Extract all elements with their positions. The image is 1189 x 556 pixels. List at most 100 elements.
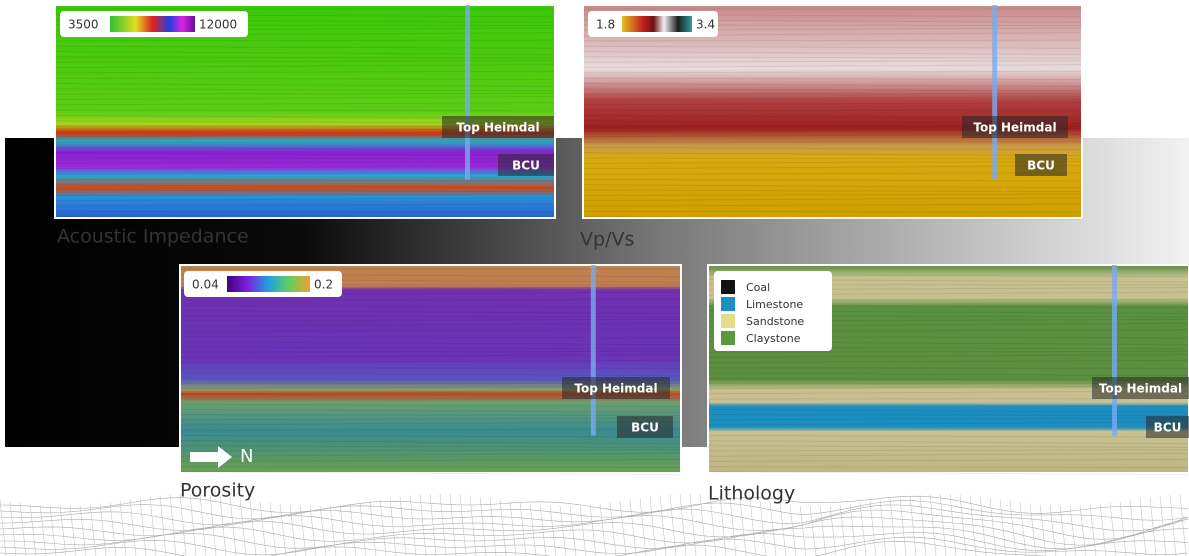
mesh-line [659, 495, 667, 556]
mesh-line [439, 493, 447, 556]
mesh-line [689, 493, 697, 556]
mesh-line [1089, 505, 1097, 556]
legend-swatch [721, 280, 735, 294]
terrain-mesh [0, 493, 1189, 556]
well-log [590, 265, 596, 436]
layer-line [583, 203, 1082, 207]
horizon-label-box [962, 116, 1068, 138]
layer-line [55, 92, 555, 95]
layer-line [708, 466, 1189, 468]
layer-line [708, 421, 1189, 426]
mesh-line [289, 504, 297, 556]
mesh-line [269, 502, 277, 556]
mesh-line [909, 495, 917, 556]
seismic-panel [582, 4, 1083, 219]
horizon-label: Top Heimdal [574, 382, 657, 396]
layer-line [180, 310, 681, 315]
layer-line [583, 45, 1082, 49]
layer-line [583, 210, 1082, 213]
mesh-line [599, 503, 607, 556]
mesh-line [259, 501, 267, 556]
layer-line [180, 421, 681, 426]
mesh-line [109, 502, 117, 556]
layer-line [180, 458, 681, 462]
mesh-line [1019, 502, 1027, 556]
layer-line [55, 45, 555, 49]
layer-line [180, 440, 681, 445]
layer-line [708, 403, 1189, 407]
mesh-line [869, 501, 877, 556]
layer-line [583, 77, 1082, 80]
mesh-line [679, 494, 687, 556]
mesh-line [929, 494, 937, 556]
mesh-line [279, 503, 287, 556]
mesh-line [1009, 500, 1017, 556]
layer-line [180, 449, 681, 452]
legend-label: Coal [746, 281, 770, 294]
legend-label: Claystone [746, 332, 801, 345]
layer-line [708, 452, 1189, 457]
mesh-line [1069, 505, 1077, 556]
layer-line [55, 64, 555, 69]
mesh-line [0, 532, 1189, 552]
mesh-line [779, 503, 787, 556]
panel-caption: Vp/Vs [580, 229, 634, 251]
colorbar-max: 3.4 [696, 18, 715, 32]
mesh-line [1139, 498, 1147, 556]
layer-line [708, 414, 1189, 416]
mesh-line [119, 500, 127, 556]
mesh-line [529, 503, 537, 556]
mesh-line [309, 505, 317, 556]
mesh-line [0, 495, 1189, 514]
mesh-line [699, 494, 707, 556]
layer-line [180, 354, 681, 358]
horizon-label: Top Heimdal [456, 121, 539, 135]
mesh-line [539, 504, 547, 556]
mesh-line [609, 502, 617, 556]
mesh-line [999, 499, 1007, 556]
layer-line [180, 336, 681, 339]
layer-line [55, 39, 555, 42]
mesh-line [789, 504, 797, 556]
layer-line [55, 160, 555, 164]
mesh-line [209, 494, 217, 556]
layer-line [55, 184, 555, 189]
mesh-line [719, 495, 727, 556]
mesh-line [519, 502, 527, 556]
mesh-line [449, 494, 457, 556]
mesh-line [579, 505, 587, 556]
horizon-label: BCU [1154, 421, 1182, 435]
mesh-line [219, 495, 227, 556]
mesh-line [239, 498, 247, 556]
layer-line [180, 322, 681, 327]
layer-line [180, 452, 681, 457]
mesh-line [419, 494, 427, 556]
horizon-label-box [1146, 416, 1189, 438]
mesh-line [1059, 505, 1067, 556]
horizon-label: Top Heimdal [1099, 382, 1182, 396]
mesh-line [889, 498, 897, 556]
layer-line [583, 193, 1082, 196]
layer-line [583, 83, 1082, 88]
mesh-line [1049, 505, 1057, 556]
layer-line [55, 157, 555, 160]
mesh-line [69, 505, 77, 556]
layer-line [180, 350, 681, 353]
layer-line [583, 160, 1082, 164]
mesh-line [429, 494, 437, 556]
layer-line [708, 408, 1189, 413]
layer-line [55, 189, 555, 193]
mesh-line [229, 496, 237, 556]
layer-line [708, 350, 1189, 353]
layer-line [708, 458, 1189, 462]
seismic-panel [179, 264, 682, 474]
layer-line [708, 471, 1189, 476]
mesh-line [739, 497, 747, 556]
mesh-line [829, 505, 837, 556]
mesh-line [9, 501, 17, 556]
mesh-line [1159, 495, 1167, 556]
layer-line [180, 329, 681, 332]
layer-line [583, 56, 1082, 59]
layer-line [583, 60, 1082, 63]
mesh-line [0, 499, 7, 556]
